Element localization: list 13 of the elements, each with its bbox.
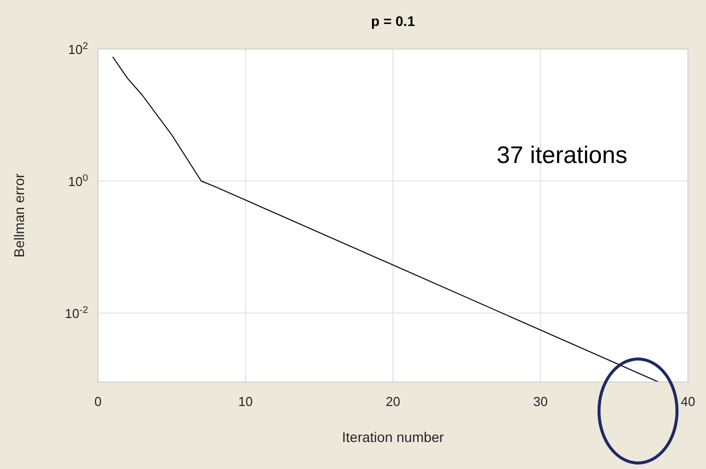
y-axis-title: Bellman error [11, 173, 27, 258]
x-tick-label: 40 [680, 394, 696, 409]
chart-title: p = 0.1 [371, 13, 416, 29]
x-tick-label: 20 [386, 394, 400, 409]
line-series [112, 56, 659, 382]
x-tick-label: 30 [533, 394, 548, 409]
y-tick-label: 10$^{0}$ [68, 172, 89, 189]
x-axis-title: Iteration number [342, 429, 444, 445]
y-tick-label: 10$^{-2}$ [64, 304, 88, 321]
x-tick-label: 0 [94, 394, 102, 409]
x-tick-label: 10 [238, 394, 253, 409]
annotation: 37 iterations [496, 142, 628, 169]
y-tick-label: 10$^{2}$ [68, 40, 88, 57]
